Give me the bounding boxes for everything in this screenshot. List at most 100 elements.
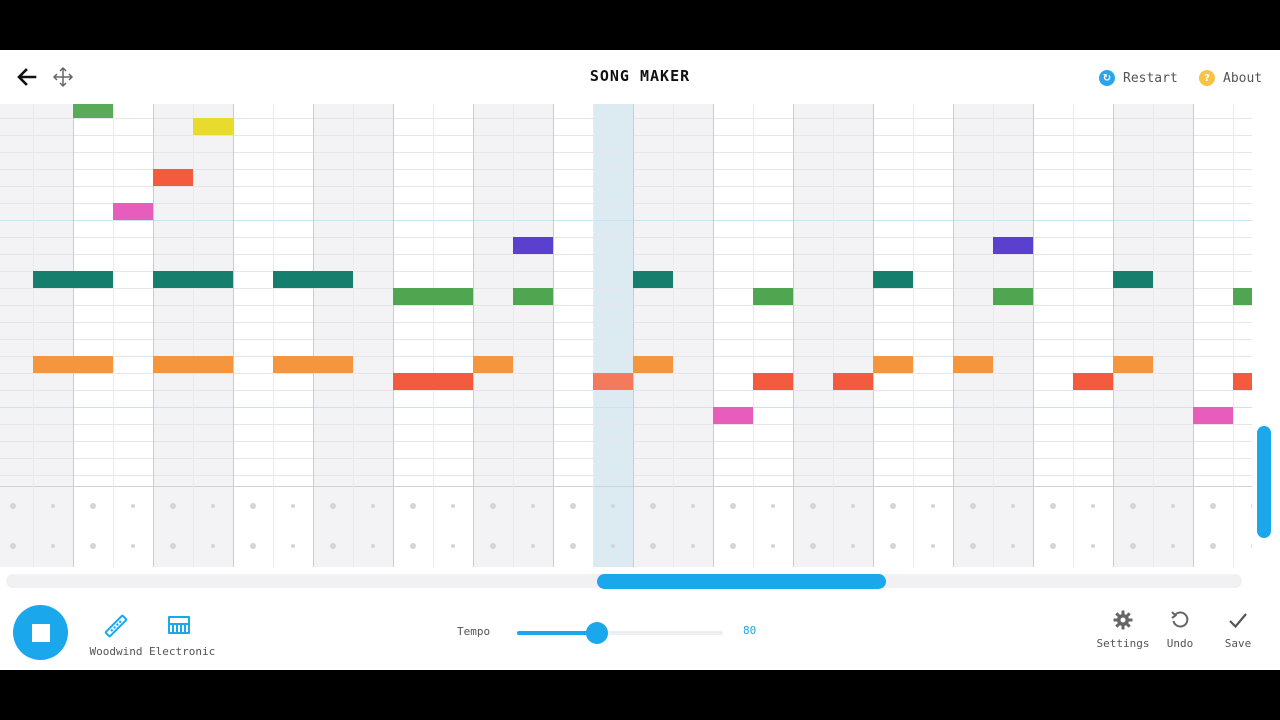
percussion-cell-dot[interactable]: [1011, 504, 1015, 508]
settings-button[interactable]: Settings: [1096, 609, 1150, 650]
electronic-instrument-button[interactable]: Electronic: [149, 613, 215, 658]
play-stop-button[interactable]: [13, 605, 68, 660]
percussion-cell-dot[interactable]: [51, 504, 55, 508]
percussion-cell-dot[interactable]: [10, 543, 16, 549]
percussion-cell-dot[interactable]: [611, 504, 615, 508]
save-button[interactable]: Save: [1220, 609, 1256, 650]
move-arrows-icon[interactable]: [52, 66, 74, 88]
note-block[interactable]: [713, 407, 753, 424]
percussion-cell-dot[interactable]: [1011, 544, 1015, 548]
percussion-cell-dot[interactable]: [1130, 543, 1136, 549]
restart-button[interactable]: ↻ Restart: [1099, 69, 1178, 87]
percussion-cell-dot[interactable]: [451, 504, 455, 508]
percussion-cell-dot[interactable]: [1251, 504, 1252, 508]
note-block[interactable]: [1113, 356, 1153, 373]
percussion-cell-dot[interactable]: [131, 504, 135, 508]
percussion-cell-dot[interactable]: [691, 504, 695, 508]
percussion-cell-dot[interactable]: [970, 543, 976, 549]
percussion-cell-dot[interactable]: [890, 543, 896, 549]
note-block[interactable]: [113, 203, 153, 220]
percussion-cell-dot[interactable]: [371, 544, 375, 548]
note-block[interactable]: [873, 356, 913, 373]
note-block[interactable]: [873, 271, 913, 288]
note-block[interactable]: [393, 373, 473, 390]
percussion-cell-dot[interactable]: [90, 543, 96, 549]
note-block[interactable]: [953, 356, 993, 373]
note-block[interactable]: [993, 288, 1033, 305]
percussion-cell-dot[interactable]: [1091, 544, 1095, 548]
percussion-cell-dot[interactable]: [851, 544, 855, 548]
percussion-cell-dot[interactable]: [1091, 504, 1095, 508]
percussion-cell-dot[interactable]: [650, 543, 656, 549]
note-block[interactable]: [633, 356, 673, 373]
percussion-cell-dot[interactable]: [170, 543, 176, 549]
tempo-slider-track[interactable]: [517, 631, 723, 635]
percussion-cell-dot[interactable]: [931, 544, 935, 548]
note-block[interactable]: [393, 288, 473, 305]
percussion-cell-dot[interactable]: [851, 504, 855, 508]
undo-button[interactable]: Undo: [1160, 609, 1200, 650]
percussion-cell-dot[interactable]: [451, 544, 455, 548]
note-block[interactable]: [833, 373, 873, 390]
woodwind-instrument-button[interactable]: Woodwind: [89, 613, 143, 658]
note-block[interactable]: [153, 169, 193, 186]
percussion-cell-dot[interactable]: [330, 543, 336, 549]
percussion-cell-dot[interactable]: [730, 543, 736, 549]
note-block[interactable]: [273, 356, 353, 373]
percussion-cell-dot[interactable]: [1130, 503, 1136, 509]
note-block[interactable]: [1233, 288, 1252, 305]
percussion-cell-dot[interactable]: [1251, 544, 1252, 548]
about-button[interactable]: ? About: [1199, 69, 1262, 87]
note-block[interactable]: [1233, 373, 1252, 390]
percussion-cell-dot[interactable]: [291, 544, 295, 548]
note-block[interactable]: [753, 373, 793, 390]
percussion-cell-dot[interactable]: [1171, 504, 1175, 508]
percussion-cell-dot[interactable]: [1210, 503, 1216, 509]
note-block[interactable]: [153, 356, 233, 373]
percussion-cell-dot[interactable]: [211, 544, 215, 548]
percussion-cell-dot[interactable]: [771, 544, 775, 548]
percussion-cell-dot[interactable]: [531, 544, 535, 548]
note-block[interactable]: [633, 271, 673, 288]
percussion-cell-dot[interactable]: [250, 503, 256, 509]
percussion-cell-dot[interactable]: [131, 544, 135, 548]
note-block[interactable]: [193, 118, 233, 135]
note-block[interactable]: [1193, 407, 1233, 424]
percussion-cell-dot[interactable]: [211, 504, 215, 508]
percussion-cell-dot[interactable]: [291, 504, 295, 508]
percussion-cell-dot[interactable]: [611, 544, 615, 548]
note-block[interactable]: [593, 373, 633, 390]
percussion-cell-dot[interactable]: [490, 503, 496, 509]
percussion-cell-dot[interactable]: [51, 544, 55, 548]
percussion-cell-dot[interactable]: [810, 503, 816, 509]
percussion-cell-dot[interactable]: [10, 503, 16, 509]
percussion-cell-dot[interactable]: [170, 503, 176, 509]
percussion-cell-dot[interactable]: [531, 504, 535, 508]
percussion-cell-dot[interactable]: [490, 543, 496, 549]
percussion-cell-dot[interactable]: [1050, 543, 1056, 549]
note-block[interactable]: [273, 271, 353, 288]
percussion-cell-dot[interactable]: [371, 504, 375, 508]
percussion-cell-dot[interactable]: [890, 503, 896, 509]
percussion-cell-dot[interactable]: [970, 503, 976, 509]
percussion-cell-dot[interactable]: [330, 503, 336, 509]
note-block[interactable]: [513, 237, 553, 254]
percussion-cell-dot[interactable]: [931, 504, 935, 508]
percussion-cell-dot[interactable]: [771, 504, 775, 508]
percussion-cell-dot[interactable]: [90, 503, 96, 509]
note-block[interactable]: [33, 271, 113, 288]
percussion-cell-dot[interactable]: [570, 503, 576, 509]
note-block[interactable]: [153, 271, 233, 288]
note-block[interactable]: [1113, 271, 1153, 288]
percussion-cell-dot[interactable]: [410, 543, 416, 549]
percussion-cell-dot[interactable]: [410, 503, 416, 509]
percussion-cell-dot[interactable]: [810, 543, 816, 549]
percussion-cell-dot[interactable]: [570, 543, 576, 549]
horizontal-scroll-thumb[interactable]: [597, 574, 886, 589]
note-grid[interactable]: [0, 104, 1252, 567]
vertical-scroll-thumb[interactable]: [1257, 426, 1271, 538]
note-block[interactable]: [993, 237, 1033, 254]
percussion-cell-dot[interactable]: [730, 503, 736, 509]
arrow-left-icon[interactable]: [16, 66, 38, 88]
percussion-cell-dot[interactable]: [650, 503, 656, 509]
